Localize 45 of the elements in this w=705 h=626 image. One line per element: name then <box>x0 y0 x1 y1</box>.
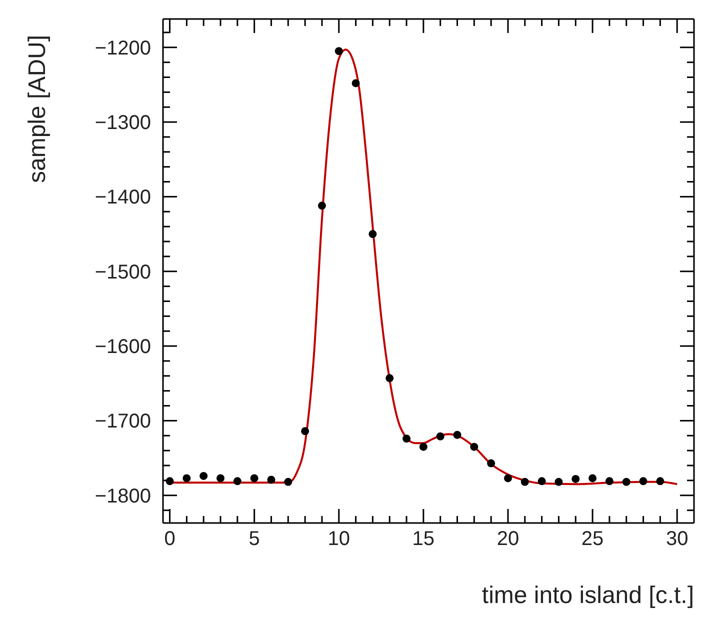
x-axis-title: time into island [c.t.] <box>482 582 694 609</box>
point <box>334 47 343 56</box>
y-tick-label: −1700 <box>94 410 151 433</box>
point <box>386 374 394 382</box>
x-tick-label: 30 <box>666 528 688 550</box>
point <box>588 474 597 482</box>
x-tick-label: 0 <box>164 528 176 550</box>
point <box>622 478 630 486</box>
point <box>267 476 276 484</box>
x-tick-label: 10 <box>328 528 350 550</box>
point <box>605 477 614 486</box>
point <box>419 442 428 451</box>
point <box>436 432 444 440</box>
point <box>453 430 462 439</box>
point <box>554 478 563 486</box>
point <box>182 474 191 482</box>
point <box>200 472 208 480</box>
y-tick-label: −1300 <box>94 112 151 134</box>
point <box>284 478 292 486</box>
point <box>318 202 326 210</box>
point <box>402 434 411 443</box>
y-tick-label: −1800 <box>94 485 151 508</box>
point <box>301 427 310 436</box>
point <box>504 474 512 482</box>
point <box>352 79 360 88</box>
y-tick-label: −1200 <box>94 37 151 60</box>
x-tick-label: 15 <box>412 528 435 550</box>
y-axis-title: sample [ADU] <box>24 34 52 184</box>
point <box>216 474 224 482</box>
point <box>520 478 529 486</box>
point <box>572 474 580 483</box>
point <box>470 442 478 451</box>
y-tick-label: −1400 <box>94 186 151 209</box>
point <box>487 459 496 468</box>
point <box>368 230 377 238</box>
point <box>656 477 664 486</box>
x-tick-label: 20 <box>496 528 520 550</box>
y-tick-label: −1600 <box>94 336 151 358</box>
x-tick-label: 25 <box>581 528 604 550</box>
y-tick-label: −1500 <box>94 261 151 284</box>
point <box>250 474 258 482</box>
point <box>639 477 648 486</box>
x-tick-label: 5 <box>248 528 260 550</box>
point <box>538 477 546 486</box>
point <box>233 477 242 486</box>
